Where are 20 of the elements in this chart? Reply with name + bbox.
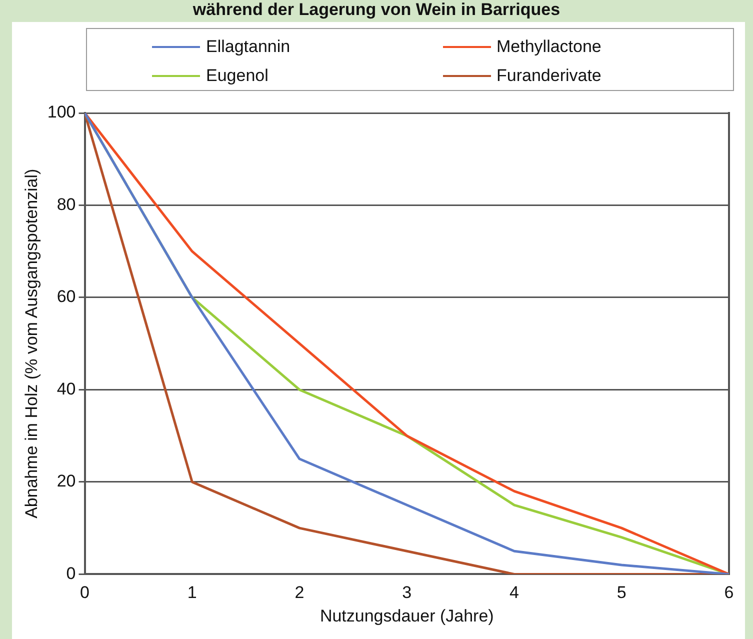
legend-label: Ellagtannin — [206, 36, 290, 56]
x-tick-label: 1 — [187, 583, 197, 602]
x-tick-label: 3 — [402, 583, 412, 602]
y-tick-label: 40 — [56, 379, 76, 398]
y-tick-label: 100 — [47, 102, 76, 122]
y-tick-label: 0 — [66, 564, 76, 583]
y-tick-label: 20 — [56, 472, 76, 491]
y-tick-label: 60 — [56, 287, 76, 306]
x-axis-title: Nutzungsdauer (Jahre) — [320, 606, 494, 626]
chart-title: während der Lagerung von Wein in Barriques — [192, 0, 562, 20]
x-tick-label: 2 — [294, 583, 304, 602]
legend-label: Eugenol — [206, 66, 268, 86]
y-axis-title: Abnahme im Holz (% vom Ausgangspotenzial) — [22, 168, 41, 518]
legend-label: Methyllactone — [496, 36, 602, 56]
x-tick-label: 4 — [510, 583, 519, 602]
y-tick-label: 80 — [56, 194, 76, 214]
legend-label: Furanderivate — [496, 66, 602, 86]
x-tick-label: 6 — [724, 583, 734, 602]
x-tick-label: 0 — [80, 583, 90, 602]
x-tick-label: 5 — [616, 583, 626, 602]
